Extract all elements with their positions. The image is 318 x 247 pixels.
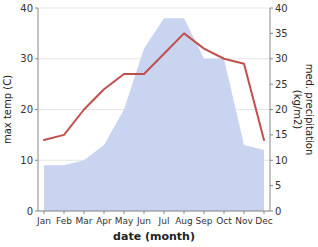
y2-tick: [270, 160, 273, 161]
y2-tick: [270, 211, 273, 212]
x-tick-label: Mar: [76, 216, 93, 226]
y-tick: [35, 109, 38, 110]
y-tick-label: 20: [20, 104, 33, 115]
y2-tick: [270, 58, 273, 59]
x-tick-label: Feb: [56, 216, 72, 226]
y2-tick: [270, 109, 273, 110]
x-tick: [124, 211, 125, 214]
precipitation-area: [44, 18, 264, 211]
y-tick: [35, 160, 38, 161]
y-tick: [35, 8, 38, 9]
chart: 0 10 20 30 40 0 5 10 15 20 25 30 35 40 Jan Feb MarAprMay…: [0, 0, 318, 247]
x-tick-label: Jul: [158, 216, 170, 226]
x-tick: [64, 211, 65, 214]
x-tick-label: Jun: [136, 216, 151, 226]
x-axis-line: [38, 211, 270, 212]
grid-line: [38, 211, 270, 212]
y2-tick: [270, 84, 273, 85]
y2-tick-label: 15: [275, 129, 288, 140]
x-tick: [44, 211, 45, 214]
y2-tick-label: 40: [275, 3, 288, 14]
x-tick: [244, 211, 245, 214]
x-tick: [224, 211, 225, 214]
y2-tick: [270, 33, 273, 34]
x-tick-label: Dec: [255, 216, 272, 226]
y2-axis-label-line: med. precipitation: [304, 64, 315, 156]
y-tick-label: 10: [20, 155, 33, 166]
y-tick-label: 30: [20, 53, 33, 64]
plot-area: [44, 18, 264, 211]
y2-tick: [270, 134, 273, 135]
grid-line: [38, 8, 270, 9]
temperature-line: [44, 33, 264, 140]
x-axis-label: date (month): [113, 230, 195, 243]
y-tick-label: 40: [20, 3, 33, 14]
x-tick-label: Apr: [96, 216, 112, 226]
y-tick: [35, 211, 38, 212]
y2-tick-label: 25: [275, 79, 288, 90]
y2-tick: [270, 8, 273, 9]
axes: 0 10 20 30 40 0 5 10 15 20 25 30 35 40 Jan Feb MarAprMay…: [20, 3, 287, 227]
y2-tick-label: 20: [275, 104, 288, 115]
x-tick: [184, 211, 185, 214]
grid: [38, 8, 270, 211]
x-tick: [84, 211, 85, 214]
x-tick-label: Nov: [235, 216, 253, 226]
y2-tick-label: 35: [275, 28, 288, 39]
y2-tick-label: 0: [275, 206, 281, 217]
x-tick: [104, 211, 105, 214]
y2-tick: [270, 185, 273, 186]
x-tick-label: Aug: [175, 216, 193, 226]
y2-tick-label: 30: [275, 53, 288, 64]
x-tick-label: Oct: [216, 216, 232, 226]
y2-axis-label-line: (kg/m2): [292, 90, 303, 130]
x-tick-label: Sep: [196, 216, 213, 226]
x-tick-label: May: [115, 216, 134, 226]
x-tick: [144, 211, 145, 214]
x-tick: [204, 211, 205, 214]
x-tick: [164, 211, 165, 214]
y-tick: [35, 58, 38, 59]
y2-axis-label: med. precipitation(kg/m2): [292, 64, 315, 156]
y2-tick-label: 10: [275, 155, 288, 166]
y-axis-label: max temp (C): [2, 75, 13, 144]
y-tick-label: 0: [27, 206, 33, 217]
y2-tick-label: 5: [275, 180, 281, 191]
x-tick: [264, 211, 265, 214]
x-tick-label: Jan: [36, 216, 51, 226]
